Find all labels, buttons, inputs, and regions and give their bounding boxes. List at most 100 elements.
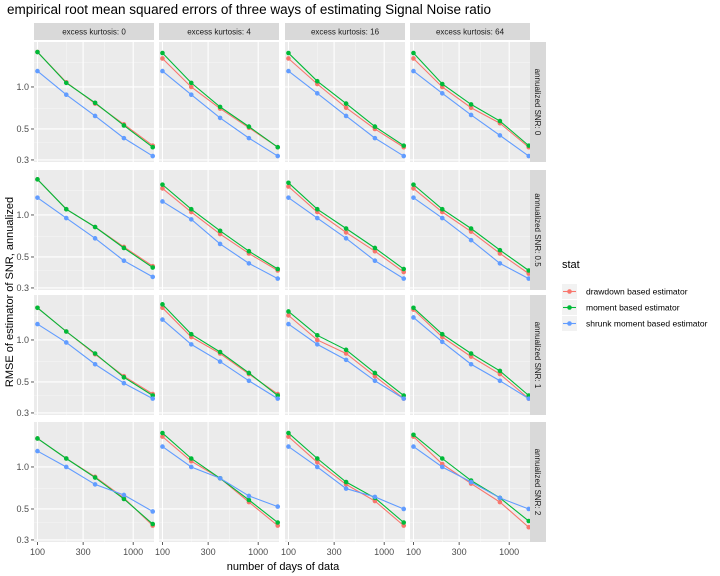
x-tick-label: 300 [327, 547, 342, 557]
x-tick-label: 100 [406, 547, 421, 557]
data-point [217, 231, 223, 237]
data-point [401, 276, 407, 281]
panel-r4-c2 [159, 422, 281, 542]
data-point [160, 182, 165, 187]
data-point [92, 224, 98, 230]
data-point [411, 186, 416, 191]
data-point [286, 56, 291, 61]
data-point [92, 482, 98, 487]
data-point [246, 378, 252, 384]
data-point [314, 460, 320, 465]
x-tick-label: 100 [30, 547, 45, 557]
data-point [121, 135, 127, 141]
data-point [92, 351, 98, 356]
data-point [275, 504, 281, 509]
panel-r1-c3 [285, 42, 407, 162]
data-point [343, 351, 349, 356]
legend-label: shrunk moment based estimator [586, 319, 708, 329]
data-point [411, 68, 416, 74]
data-point [401, 143, 407, 148]
data-point [275, 520, 281, 525]
legend-item: moment based estimator [562, 300, 680, 315]
panel-r1-c2 [159, 42, 281, 162]
data-point [160, 50, 165, 56]
x-tick-label: 1000 [123, 547, 143, 557]
y-tick-label: 1.0 [16, 210, 29, 220]
data-point [286, 180, 291, 186]
data-point [314, 464, 320, 470]
data-point [92, 100, 98, 106]
legend-key-point [567, 305, 572, 310]
data-point [372, 494, 378, 500]
data-point [160, 199, 165, 204]
panel-r3-c2 [159, 295, 281, 415]
data-point [343, 236, 349, 241]
data-point [160, 56, 165, 61]
data-point [160, 444, 165, 449]
x-tick-label: 100 [281, 547, 296, 557]
data-point [439, 91, 445, 96]
data-point [275, 144, 281, 150]
row-strip [530, 170, 546, 290]
data-point [468, 361, 474, 367]
y-tick-label: 0.3 [16, 535, 29, 545]
data-point [468, 226, 474, 231]
data-point [343, 357, 349, 363]
data-point [246, 497, 252, 503]
data-point [121, 492, 127, 498]
data-point [411, 432, 416, 438]
data-point [160, 430, 165, 436]
data-point [63, 340, 69, 345]
data-point [63, 206, 69, 212]
data-point [35, 195, 40, 200]
data-point [314, 337, 320, 343]
y-tick-label: 1.0 [16, 82, 29, 92]
column-strip-label: excess kurtosis: 0 [62, 28, 126, 37]
data-point [343, 230, 349, 235]
data-point [121, 375, 127, 380]
data-point [439, 456, 445, 461]
row-strip-label: annualized SNR: 0 [533, 69, 542, 136]
data-point [468, 105, 474, 111]
data-point [150, 144, 156, 150]
y-tick-label: 0.5 [16, 377, 29, 387]
data-point [275, 396, 281, 401]
data-point [217, 475, 223, 481]
data-point [401, 153, 407, 159]
legend-items: drawdown based estimator moment based est… [562, 284, 708, 331]
data-point [286, 434, 291, 439]
data-point [439, 206, 445, 212]
data-point [343, 105, 349, 111]
x-tick-label: 1000 [374, 547, 394, 557]
data-point [401, 520, 407, 525]
data-point [526, 276, 532, 281]
data-point [275, 276, 281, 281]
data-point [286, 430, 291, 436]
data-point [92, 236, 98, 241]
row-strip-label: annualized SNR: 1 [533, 322, 542, 389]
data-point [35, 49, 40, 55]
data-point [526, 396, 532, 401]
data-point [439, 81, 445, 87]
x-tick-label: 300 [452, 547, 467, 557]
data-point [275, 153, 281, 159]
data-point [401, 506, 407, 512]
data-point [372, 373, 378, 379]
data-point [468, 112, 474, 118]
data-point [246, 135, 252, 141]
data-point [63, 215, 69, 221]
data-point [188, 456, 194, 461]
data-point [401, 266, 407, 272]
data-point [286, 309, 291, 314]
data-point [401, 396, 407, 401]
panel-r2-c4 [410, 170, 532, 290]
panel-background [159, 422, 279, 542]
data-point [275, 266, 281, 272]
panel-r2-c1 [34, 170, 156, 290]
data-point [314, 78, 320, 84]
data-point [411, 444, 416, 449]
data-point [439, 464, 445, 470]
data-point [121, 123, 127, 128]
data-point [314, 215, 320, 221]
data-point [343, 486, 349, 491]
